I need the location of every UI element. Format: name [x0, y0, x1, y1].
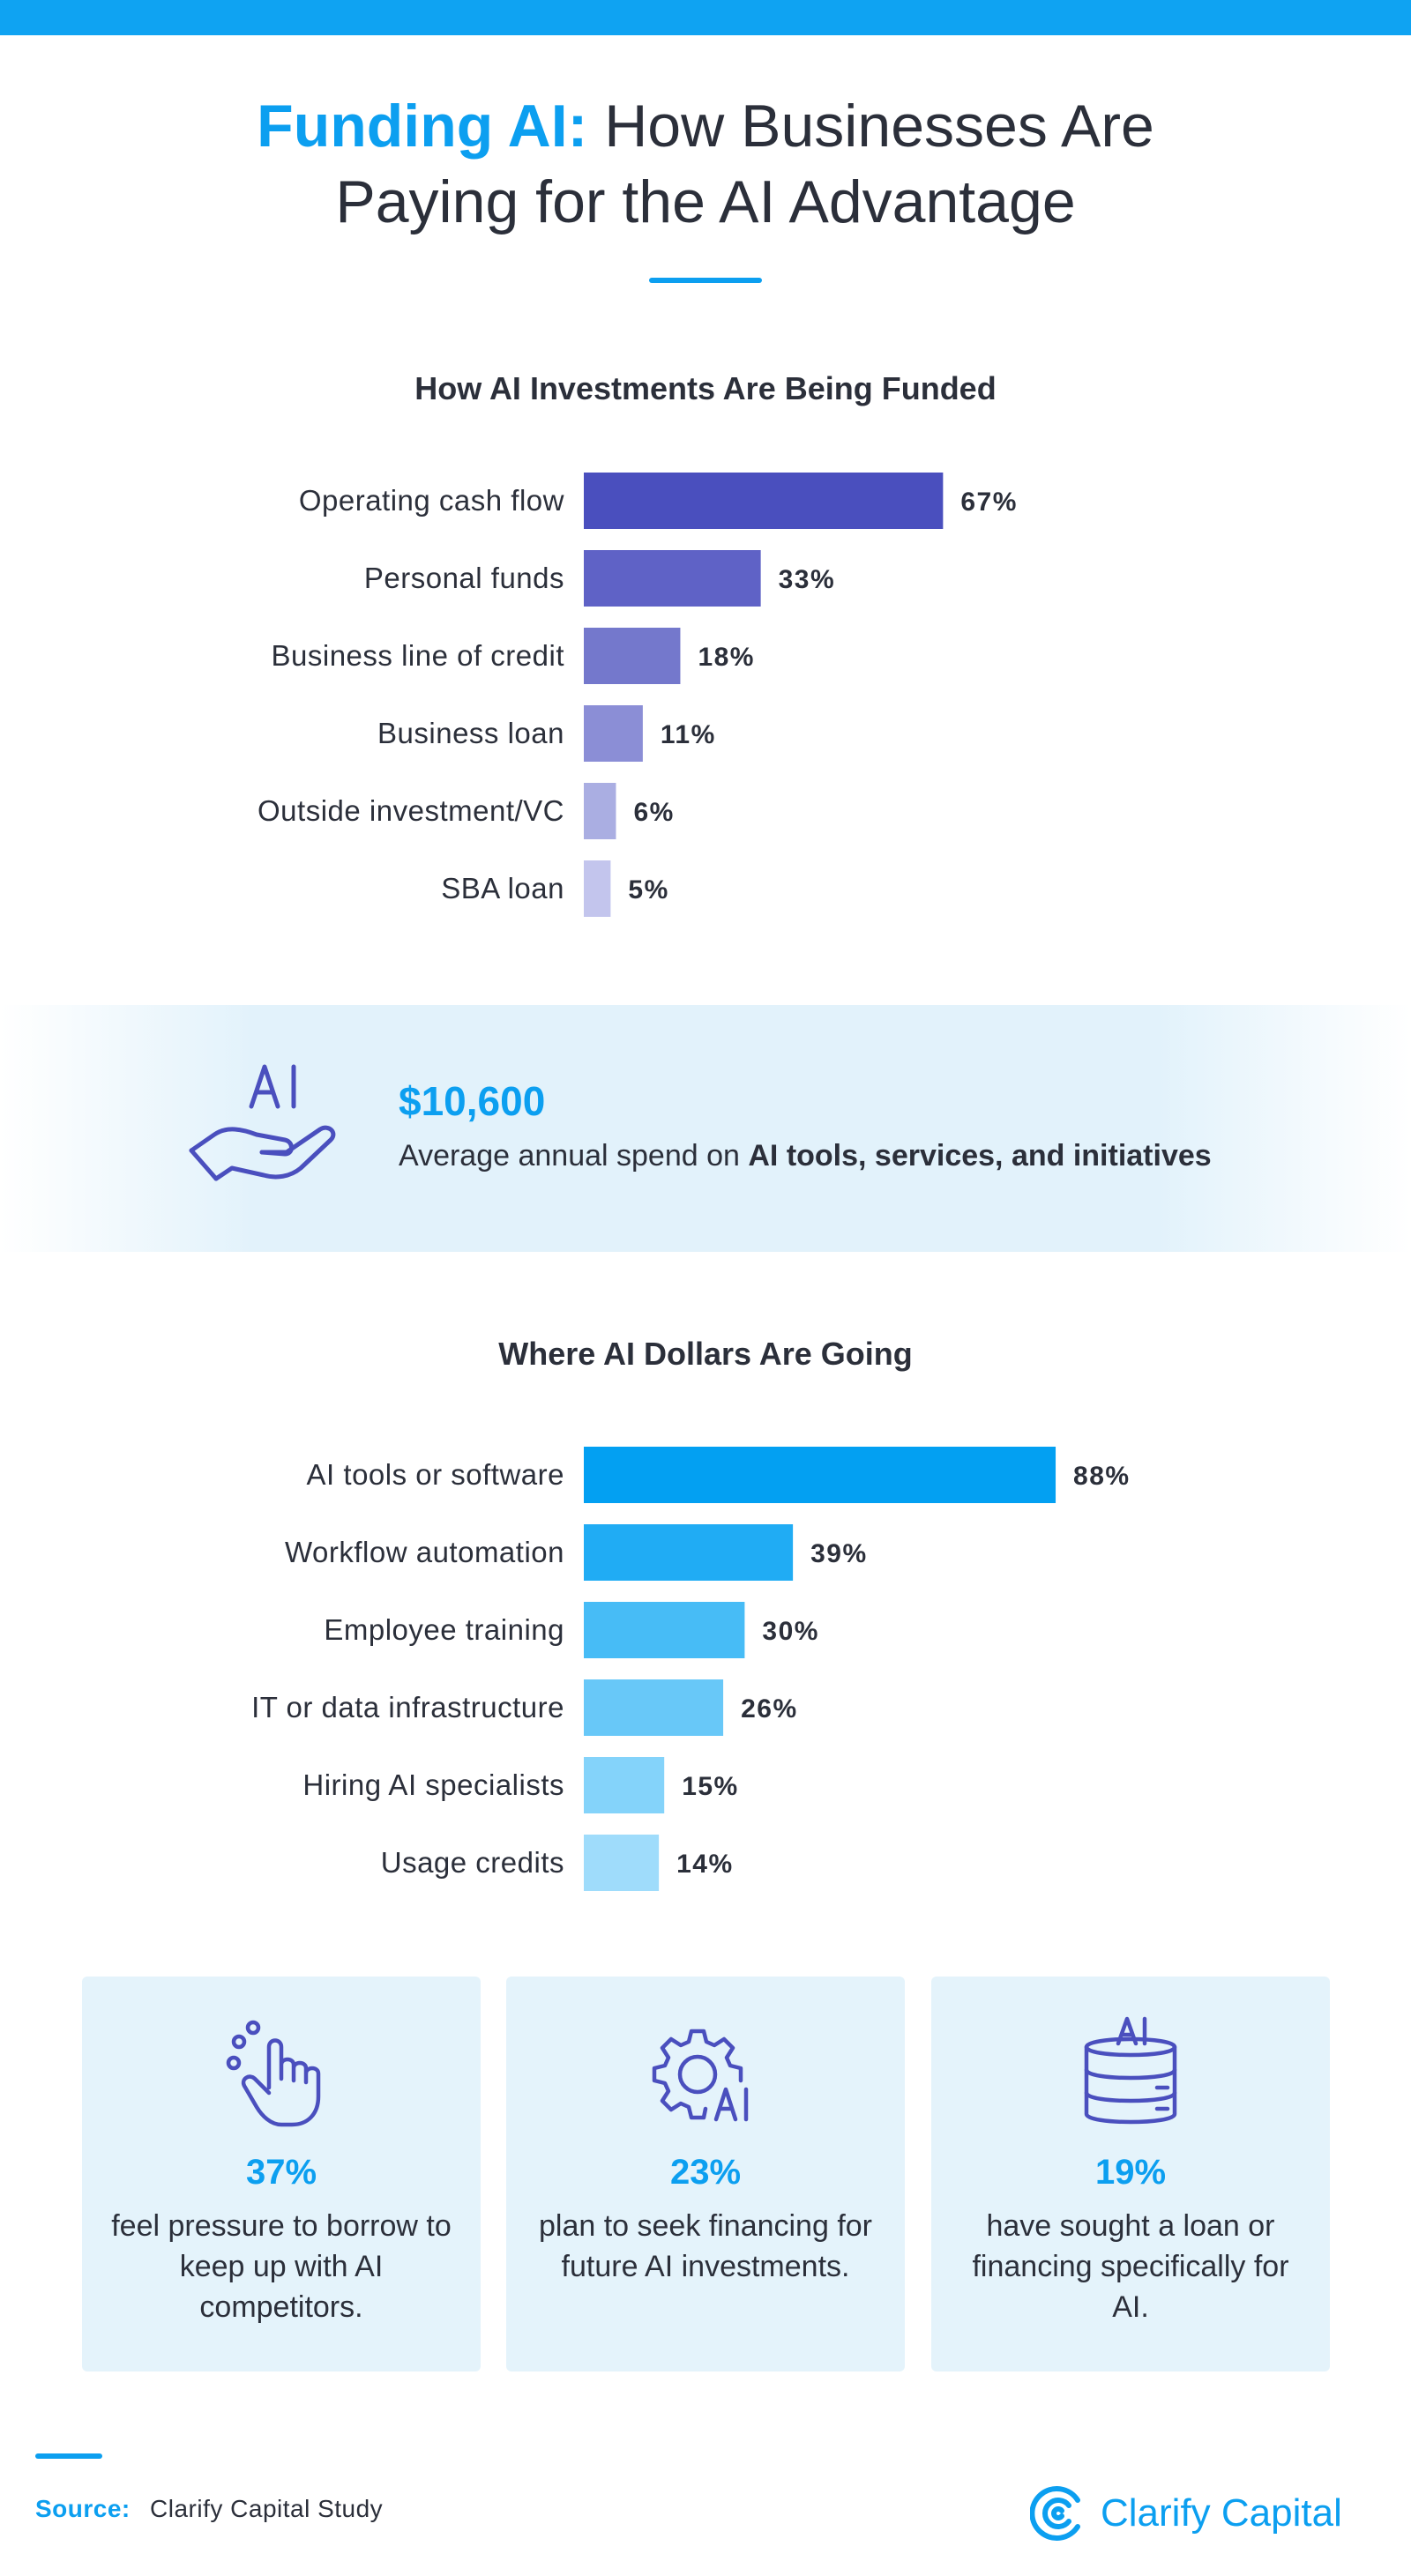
- funding-value-4: 6%: [633, 798, 674, 827]
- stat-card-1: 37% feel pressure to borrow to keep up w…: [82, 1977, 481, 2371]
- clarify-logo-icon: [1030, 2486, 1080, 2541]
- dollars-value-5: 14%: [676, 1850, 734, 1879]
- funding-bar-4: [584, 783, 616, 839]
- funding-label-4: Outside investment/VC: [258, 794, 564, 827]
- funding-label-0: Operating cash flow: [299, 484, 564, 517]
- funding-value-1: 33%: [779, 565, 836, 594]
- dollars-label-4: Hiring AI specialists: [302, 1768, 564, 1801]
- dollars-label-1: Workflow automation: [285, 1536, 564, 1568]
- dollars-bar-4: [584, 1757, 665, 1813]
- spend-text-prefix: Average annual spend on: [399, 1139, 740, 1173]
- stat-value-3: 19%: [1094, 2153, 1167, 2192]
- title-divider: [649, 278, 762, 283]
- source-line: Source: Clarify Capital Study: [35, 2495, 383, 2523]
- stat-text-1: feel pressure to borrow to keep up with …: [111, 2209, 452, 2324]
- dollars-chart: AI tools or software 88% Workflow automati…: [251, 1447, 1131, 1891]
- funding-value-0: 67%: [960, 488, 1018, 517]
- dollars-label-5: Usage credits: [381, 1846, 564, 1879]
- spend-amount: $10,600: [399, 1078, 546, 1124]
- funding-bar-1: [584, 550, 761, 607]
- stat-text-2: plan to seek financing for future AI inv…: [538, 2209, 873, 2283]
- hand-click-icon: [226, 2020, 321, 2127]
- funding-bar-2: [584, 628, 681, 684]
- hand-ai-icon: [189, 1064, 336, 1181]
- dollars-value-1: 39%: [810, 1539, 868, 1568]
- source-divider: [35, 2453, 102, 2459]
- stat-text-3: have sought a loan or financing specific…: [972, 2209, 1289, 2324]
- stat-value-1: 37%: [245, 2153, 317, 2192]
- title-line-1: Funding AI: How Businesses Are: [0, 88, 1411, 164]
- dollars-bar-5: [584, 1835, 660, 1891]
- title-accent: Funding AI:: [257, 93, 588, 160]
- dollars-bar-0: [584, 1447, 1056, 1503]
- dollars-label-0: AI tools or software: [307, 1458, 564, 1491]
- funding-chart-title: How AI Investments Are Being Funded: [414, 370, 997, 406]
- dollars-value-3: 26%: [741, 1694, 798, 1724]
- stat-card-3: 19% have sought a loan or financing spec…: [931, 1977, 1330, 2371]
- source-label: Source:: [35, 2495, 131, 2522]
- dollars-bar-1: [584, 1524, 794, 1581]
- dollars-value-2: 30%: [762, 1617, 819, 1646]
- brand-name: Clarify Capital: [1101, 2491, 1342, 2535]
- title-rest: How Businesses Are: [604, 93, 1154, 160]
- funding-value-2: 18%: [698, 643, 755, 672]
- dollars-label-2: Employee training: [324, 1613, 564, 1646]
- spend-description: Average annual spend on AI tools, servic…: [399, 1139, 1212, 1173]
- stat-card-2: 23% plan to seek financing for future AI…: [506, 1977, 905, 2371]
- dollars-chart-title: Where AI Dollars Are Going: [498, 1336, 913, 1372]
- spend-text-bold: AI tools, services, and initiatives: [748, 1139, 1212, 1173]
- dollars-value-0: 88%: [1073, 1462, 1131, 1491]
- funding-bar-5: [584, 860, 611, 917]
- database-ai-icon: [1084, 2016, 1177, 2125]
- gear-ai-icon: [652, 2029, 749, 2122]
- top-accent-bar: [0, 0, 1411, 35]
- funding-bar-0: [584, 473, 944, 529]
- funding-label-3: Business loan: [377, 717, 564, 749]
- funding-label-2: Business line of credit: [272, 639, 565, 672]
- funding-bar-3: [584, 705, 643, 762]
- title-line-2: Paying for the AI Advantage: [335, 168, 1076, 235]
- funding-label-1: Personal funds: [364, 562, 564, 594]
- funding-value-3: 11%: [661, 720, 716, 749]
- funding-value-5: 5%: [628, 875, 668, 905]
- funding-label-5: SBA loan: [441, 872, 564, 905]
- dollars-label-3: IT or data infrastructure: [251, 1691, 564, 1724]
- stat-value-2: 23%: [669, 2153, 742, 2192]
- source-text: Clarify Capital Study: [150, 2495, 384, 2522]
- brand-logo: Clarify Capital: [1030, 2483, 1383, 2544]
- page-title: Funding AI: How Businesses Are Paying fo…: [0, 88, 1411, 240]
- dollars-value-4: 15%: [682, 1772, 739, 1801]
- dollars-bar-3: [584, 1679, 724, 1736]
- funding-chart: Operating cash flow 67% Personal funds 33% B…: [258, 473, 1018, 917]
- dollars-bar-2: [584, 1602, 745, 1658]
